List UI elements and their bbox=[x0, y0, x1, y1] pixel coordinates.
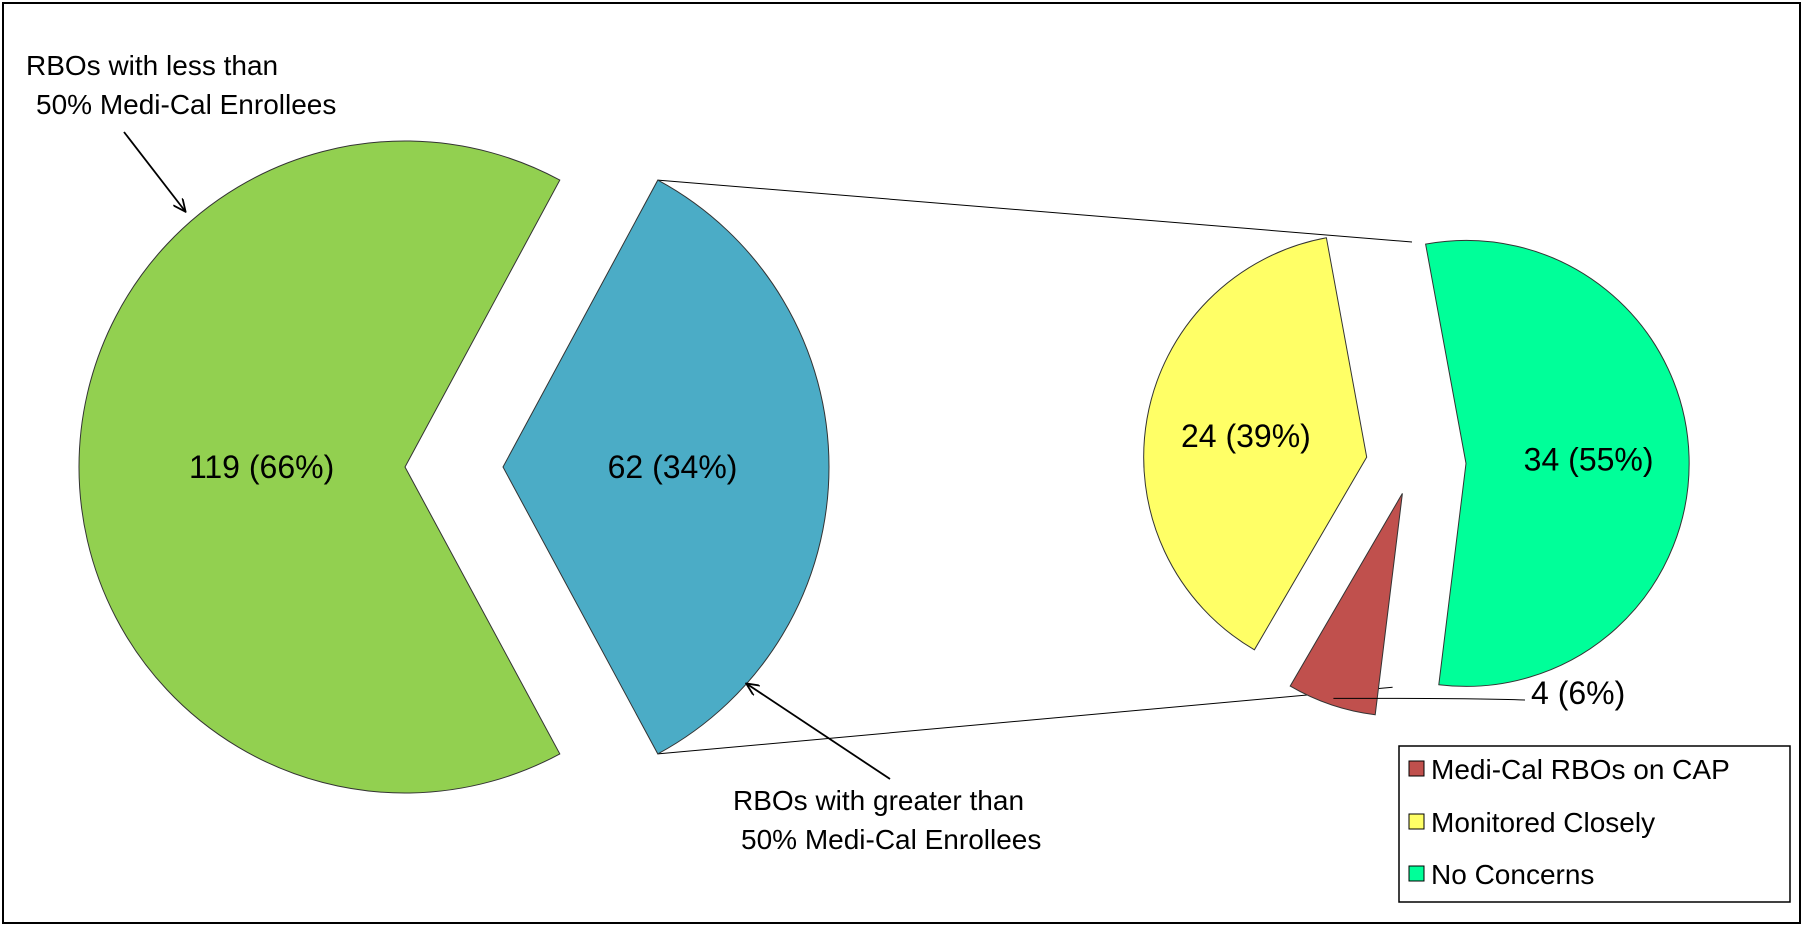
sub-pie-label-medi-cal-rbos-on-cap: 4 (6%) bbox=[1531, 675, 1625, 711]
connector-lines bbox=[657, 179, 1413, 755]
annotation-greater-than-arrow bbox=[747, 684, 891, 780]
sub-pie-slice-monitored-closely bbox=[1143, 237, 1368, 651]
annotation-less-than-line1: RBOs with less than bbox=[26, 50, 278, 81]
main-pie-label-119-66: 119 (66%) bbox=[189, 449, 334, 485]
annotation-greater-than: RBOs with greater than 50% Medi-Cal Enro… bbox=[733, 684, 1041, 855]
connector-line-bottom bbox=[657, 686, 1393, 755]
sub-pie-label-no-concerns: 34 (55%) bbox=[1524, 442, 1654, 478]
legend-swatch-cap bbox=[1408, 760, 1425, 777]
legend-box bbox=[1398, 745, 1791, 903]
legend: Medi-Cal RBOs on CAP Monitored Closely N… bbox=[1398, 745, 1791, 903]
annotation-greater-than-line2: 50% Medi-Cal Enrollees bbox=[741, 824, 1041, 855]
sub-pie-slice-medi-cal-rbos-on-cap bbox=[1289, 493, 1403, 716]
main-pie bbox=[78, 140, 830, 794]
sub-pie-label-monitored-closely: 24 (39%) bbox=[1181, 418, 1311, 454]
sub-pie bbox=[1143, 237, 1690, 716]
annotation-less-than: RBOs with less than 50% Medi-Cal Enrolle… bbox=[26, 50, 336, 211]
main-pie-slice-119-66 bbox=[78, 140, 561, 794]
legend-label-monitored: Monitored Closely bbox=[1431, 807, 1655, 838]
legend-label-no-concerns: No Concerns bbox=[1431, 859, 1594, 890]
main-pie-slice-62-34 bbox=[502, 179, 830, 755]
annotation-greater-than-line1: RBOs with greater than bbox=[733, 785, 1024, 816]
sub-pie-slice-no-concerns bbox=[1425, 239, 1690, 687]
annotation-less-than-arrow bbox=[123, 131, 185, 211]
legend-swatch-no-concerns bbox=[1408, 865, 1425, 882]
sub-pie-leader-line bbox=[1333, 697, 1526, 701]
legend-label-cap: Medi-Cal RBOs on CAP bbox=[1431, 754, 1730, 785]
connector-line-top bbox=[657, 179, 1413, 243]
annotation-less-than-line2: 50% Medi-Cal Enrollees bbox=[36, 89, 336, 120]
slice-labels: 119 (66%) 62 (34%) 34 (55%) 24 (39%) 4 (6%) bbox=[189, 418, 1654, 711]
main-pie-label-62-34: 62 (34%) bbox=[608, 449, 738, 485]
legend-swatch-monitored bbox=[1408, 813, 1425, 830]
